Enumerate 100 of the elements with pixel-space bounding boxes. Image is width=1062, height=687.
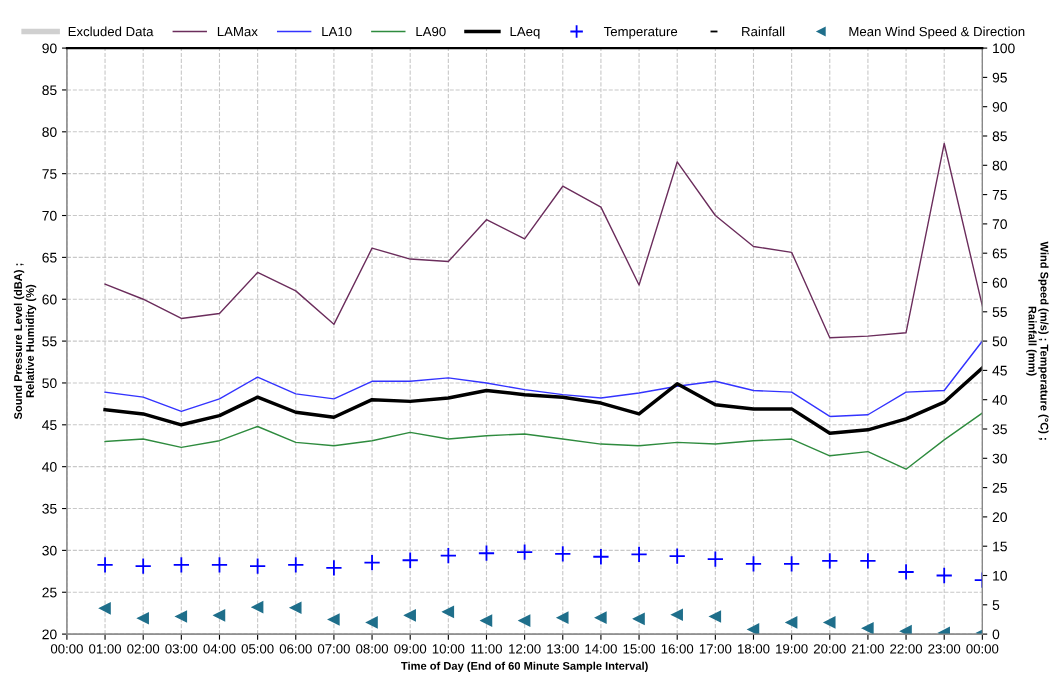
x-tick-label: 22:00	[890, 644, 923, 654]
x-tick-label: 02:00	[127, 644, 160, 654]
y2-tick-label: 70	[992, 219, 1007, 230]
y2-tick-label: 20	[992, 512, 1007, 523]
line-series	[104, 340, 983, 418]
point	[137, 612, 149, 625]
point	[557, 611, 569, 624]
point	[290, 601, 302, 614]
point	[480, 614, 493, 627]
y-tick-label: 25	[42, 587, 57, 598]
x-tick-label: 20:00	[813, 644, 846, 654]
y2-axis-title: Wind Speed (m/s) ; Temperature (°C) ; Rainfall (mm)	[1026, 241, 1049, 440]
point	[251, 601, 264, 613]
point	[366, 616, 378, 629]
x-tick-label: 14:00	[585, 644, 617, 654]
y-tick-label: 55	[42, 336, 57, 347]
point	[175, 610, 188, 623]
y2-tick-label: 10	[993, 570, 1007, 581]
x-tick-label: 07:00	[317, 644, 350, 654]
point	[99, 602, 111, 615]
x-tick-label: 06:00	[279, 644, 312, 654]
point	[518, 614, 531, 627]
point	[630, 545, 648, 563]
point	[633, 613, 645, 625]
y2-tick-label: 45	[992, 365, 1007, 376]
y2-tick-label: 75	[992, 190, 1007, 200]
point	[709, 610, 722, 623]
point	[442, 606, 455, 618]
y-tick-label: 35	[42, 503, 57, 514]
point	[900, 625, 912, 635]
point	[516, 543, 534, 561]
x-tick-label: 11:00	[471, 644, 502, 654]
x-tick-label: 21:00	[852, 644, 884, 654]
y-axis-title: Sound Pressure Level (dBA) ; Relative Humidity (%)	[13, 263, 37, 420]
y-tick-label: 90	[42, 43, 57, 54]
x-tick-label: 01:00	[89, 644, 122, 654]
x-tick-label: 08:00	[356, 644, 389, 654]
y2-tick-label: 85	[992, 131, 1007, 142]
y2-tick-label: 80	[992, 160, 1007, 171]
point	[134, 557, 152, 575]
x-tick-label: 04:00	[203, 644, 236, 654]
point	[325, 559, 343, 577]
y2-tick-label: 90	[992, 102, 1007, 112]
x-tick-label: 10:00	[432, 644, 465, 654]
legend-label: Temperature	[603, 27, 678, 39]
point	[213, 609, 226, 622]
x-tick-label: 09:00	[394, 644, 427, 654]
x-tick-label: 00:00	[966, 644, 999, 654]
legend-label: LA90	[416, 26, 446, 37]
x-tick-label: 15:00	[623, 644, 656, 654]
point	[363, 554, 381, 572]
point	[862, 622, 874, 635]
point	[249, 557, 267, 575]
legend-label: LA10	[322, 26, 352, 37]
legend-label: LAeq	[510, 27, 540, 39]
y2-tick-label: 35	[992, 424, 1007, 435]
point	[477, 544, 496, 562]
point	[404, 609, 416, 622]
y-tick-label: 65	[42, 252, 57, 263]
point	[554, 545, 572, 563]
point	[671, 608, 683, 621]
y-tick-label: 50	[42, 378, 57, 389]
point	[328, 613, 340, 626]
y-tick-label: 45	[42, 420, 57, 430]
x-tick-label: 05:00	[241, 644, 274, 654]
line-series	[104, 412, 983, 470]
y2-tick-label: 65	[992, 248, 1007, 259]
y-tick-label: 40	[42, 462, 57, 472]
y-tick-label: 60	[42, 294, 57, 305]
point	[210, 556, 229, 574]
y-tick-label: 85	[42, 85, 57, 96]
line-series	[104, 142, 983, 339]
point	[859, 552, 877, 570]
point	[744, 555, 763, 573]
y2-tick-label: 0	[992, 629, 1000, 640]
y2-tick-label: 95	[992, 72, 1007, 83]
point	[821, 552, 839, 570]
point	[785, 616, 798, 629]
point	[96, 556, 114, 574]
point	[783, 555, 801, 573]
point	[897, 563, 915, 581]
x-tick-label: 12:00	[509, 644, 541, 654]
y2-tick-label: 15	[993, 541, 1007, 552]
point	[706, 550, 724, 568]
y2-tick-label: 5	[992, 600, 1000, 610]
point	[401, 551, 419, 569]
y2-tick-label: 50	[992, 336, 1007, 347]
y2-tick-label: 25	[992, 482, 1007, 493]
point	[935, 566, 953, 585]
x-tick-label: 00:00	[50, 644, 83, 654]
legend-label: Rainfall	[742, 26, 785, 37]
point	[592, 548, 610, 566]
legend-label: LAMax	[217, 27, 258, 37]
y2-tick-label: 55	[992, 307, 1007, 317]
x-tick-label: 23:00	[928, 644, 961, 654]
x-tick-label: 13:00	[547, 644, 579, 654]
x-tick-label: 16:00	[661, 644, 694, 654]
x-tick-label: 17:00	[699, 644, 732, 654]
y-tick-label: 70	[42, 210, 57, 221]
y-tick-label: 30	[42, 545, 57, 556]
